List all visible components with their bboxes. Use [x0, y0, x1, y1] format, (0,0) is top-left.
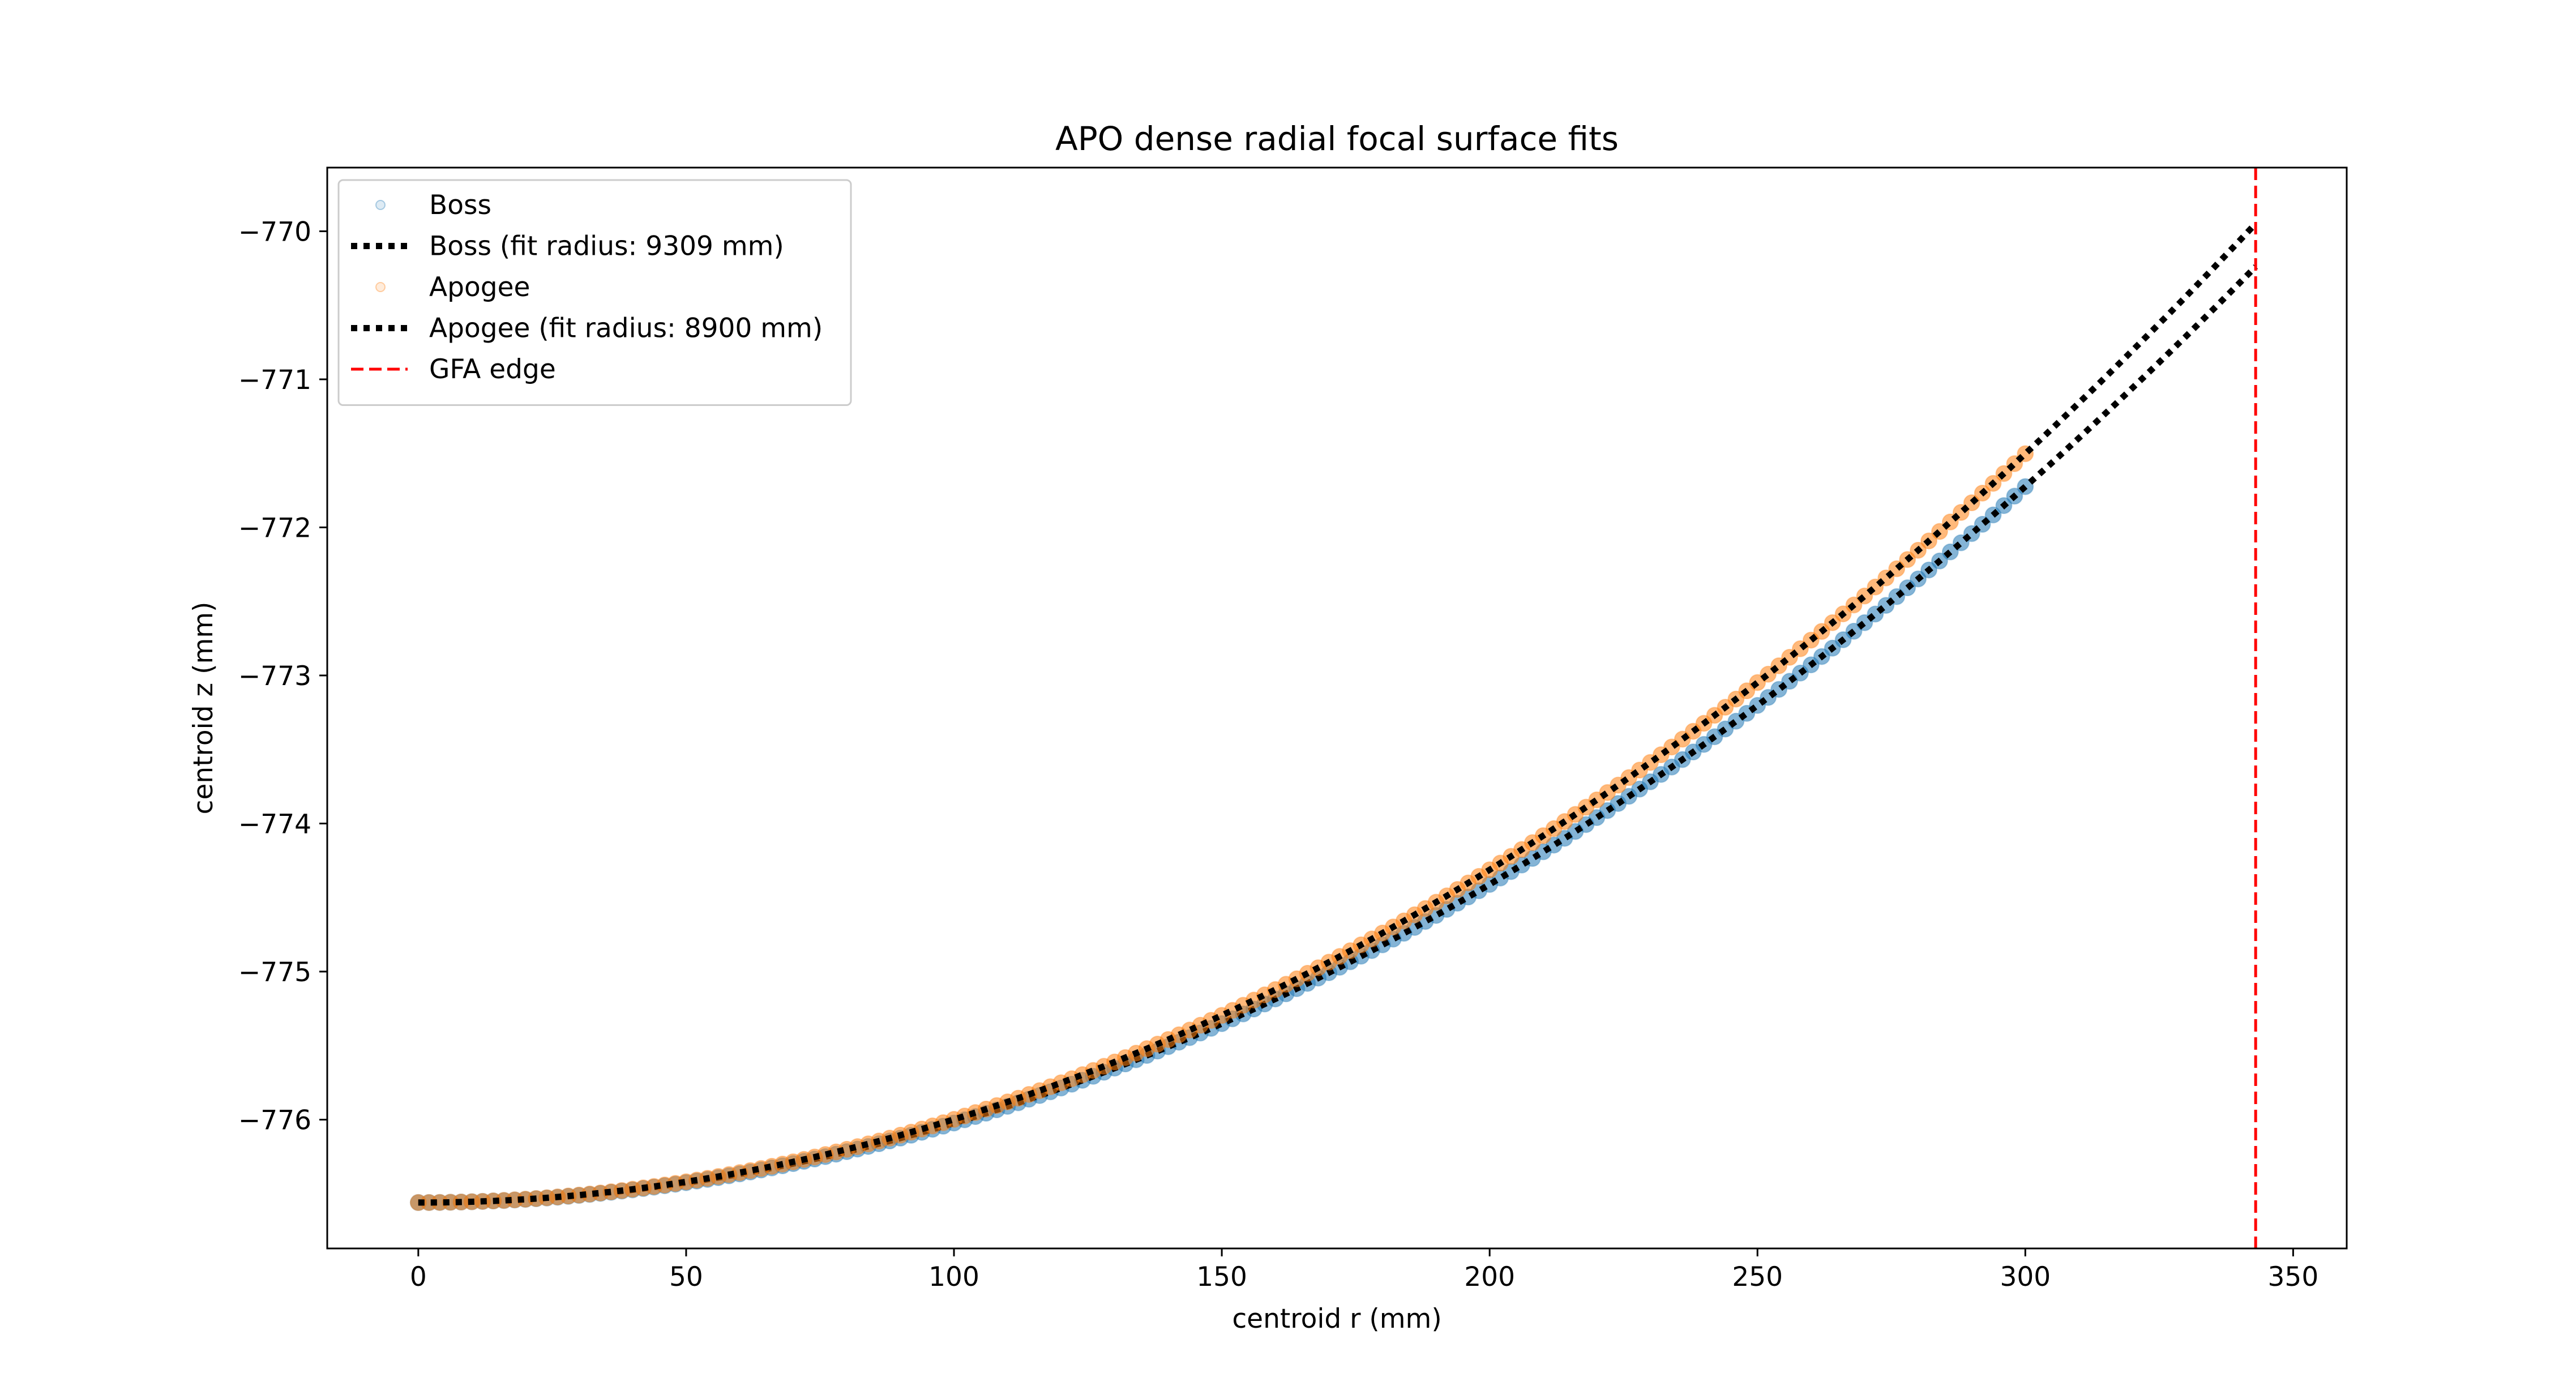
x-tick-label: 150	[1196, 1261, 1247, 1293]
apogee-series	[409, 445, 2034, 1211]
y-tick-label: −773	[238, 661, 311, 692]
boss-fit-radius-9309-mm-line	[418, 264, 2258, 1206]
x-tick-label: 50	[669, 1261, 703, 1293]
legend-box	[337, 179, 852, 406]
y-tick-label: −772	[238, 512, 311, 544]
x-tick-label: 100	[928, 1261, 979, 1293]
y-tick-label: −770	[238, 216, 311, 247]
legend-label: Boss (fit radius: 9309 mm)	[429, 231, 784, 262]
plot-area	[409, 168, 2258, 1248]
y-tick-label: −775	[238, 957, 311, 988]
y-tick-label: −776	[238, 1105, 311, 1136]
legend-label: Boss	[429, 190, 491, 221]
chart-title: APO dense radial focal surface fits	[1055, 119, 1619, 158]
y-tick-label: −771	[238, 365, 311, 396]
y-axis-label: centroid z (mm)	[188, 602, 219, 815]
boss-series	[409, 478, 2034, 1211]
x-axis-label: centroid r (mm)	[1232, 1303, 1441, 1335]
x-axis: 0 50 100 150 200 250 300 350	[410, 1248, 2318, 1293]
apogee-legend-marker	[375, 282, 386, 292]
x-tick-label: 200	[1464, 1261, 1515, 1293]
legend: Boss Boss (fit radius: 9309 mm) Apogee Apog…	[337, 179, 852, 406]
x-tick-label: 0	[410, 1261, 427, 1293]
legend-label: Apogee	[429, 272, 530, 303]
x-tick-label: 300	[2000, 1261, 2051, 1293]
y-tick-label: −774	[238, 809, 311, 840]
legend-label: GFA edge	[429, 354, 556, 385]
apogee-fit-radius-8900-mm-line	[418, 221, 2258, 1206]
legend-label: Apogee (fit radius: 8900 mm)	[429, 313, 823, 344]
boss-legend-marker	[375, 200, 386, 210]
x-tick-label: 350	[2268, 1261, 2319, 1293]
y-axis: −776 −775 −774 −773 −772 −771 −770	[238, 216, 327, 1136]
plot-frame	[326, 166, 2348, 1250]
x-tick-label: 250	[1732, 1261, 1783, 1293]
